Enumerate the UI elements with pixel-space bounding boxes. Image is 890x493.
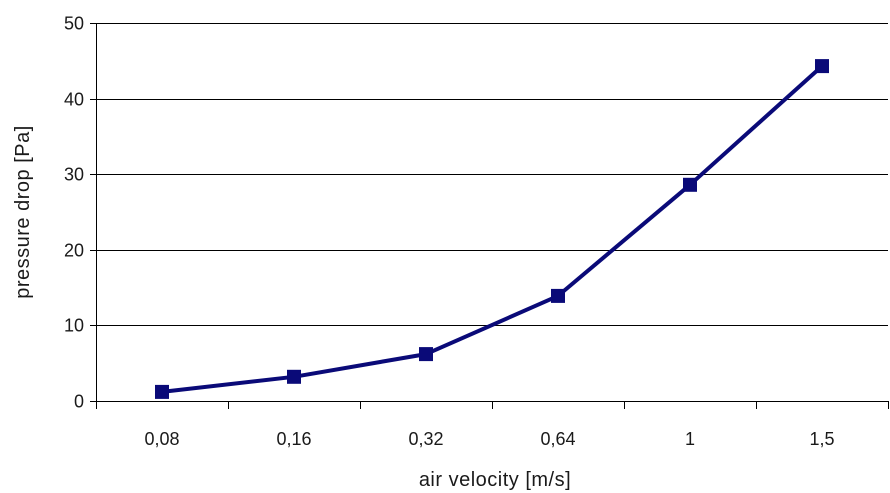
y-tick-label: 20	[64, 241, 84, 261]
y-tick-label: 30	[64, 165, 84, 185]
gridlines	[96, 23, 888, 326]
y-tick-label: 0	[74, 392, 84, 412]
data-point-marker	[815, 59, 829, 74]
y-axis-label: pressure drop [Pa]	[12, 125, 34, 299]
data-point-marker	[683, 177, 697, 192]
x-tick-label: 0,16	[276, 429, 311, 449]
x-axis-label: air velocity [m/s]	[419, 469, 571, 491]
y-tick-labels: 0 10 20 30 40 50	[64, 14, 84, 412]
data-point-marker	[287, 369, 301, 384]
series-line	[161, 64, 824, 394]
y-tick-label: 50	[64, 14, 84, 34]
series-group	[155, 59, 829, 399]
x-tick-label: 0,08	[144, 429, 179, 449]
data-point-marker	[551, 288, 565, 303]
y-tick-label: 10	[64, 316, 84, 336]
y-tick-label: 40	[64, 90, 84, 110]
axes	[90, 23, 889, 409]
x-tick-label: 0,32	[408, 429, 443, 449]
x-tick-label: 1	[685, 429, 695, 449]
x-tick-labels: 0,08 0,16 0,32 0,64 1 1,5	[144, 429, 834, 449]
data-point-marker	[419, 347, 433, 362]
data-point-marker	[155, 384, 169, 399]
x-tick-label: 1,5	[809, 429, 834, 449]
x-tick-label: 0,64	[540, 429, 575, 449]
